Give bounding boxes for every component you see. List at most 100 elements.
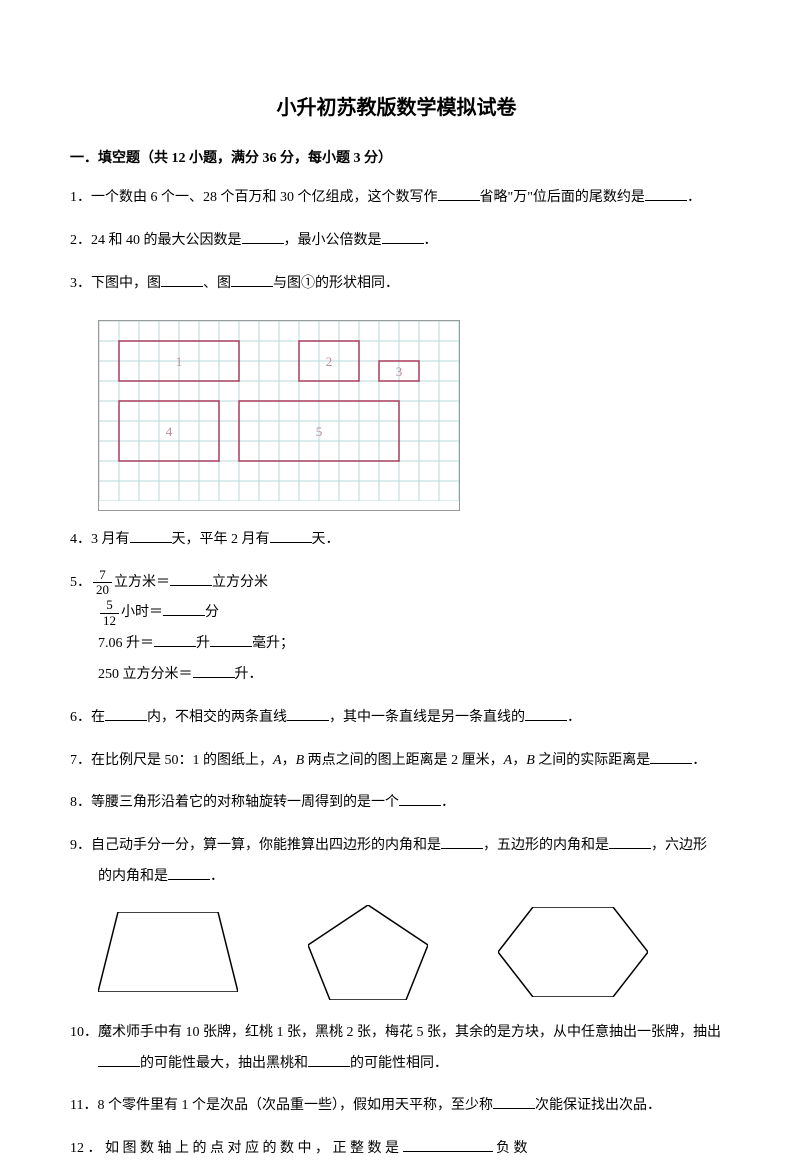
q4-text-a: 4．3 月有: [70, 532, 130, 547]
q5-frac2: 512: [100, 598, 119, 628]
q12-blank-1: [403, 1136, 493, 1152]
q5-l4-a: 250 立方分米＝: [98, 667, 193, 682]
q3-text-c: 与图①的形状相同．: [273, 276, 399, 291]
q7-i3: A: [504, 753, 513, 768]
q9-text-d: 的内角和是: [98, 869, 168, 884]
q7-c2: ，: [512, 753, 526, 768]
question-9: 9．自己动手分一分，算一算，你能推算出四边形的内角和是 ，五边形的内角和是 ，六边形…: [70, 831, 723, 893]
q11-text-b: 次能保证找出次品．: [535, 1098, 661, 1113]
q5-frac1: 720: [93, 568, 112, 598]
q7-text-a: 7．在比例尺是 50：1 的图纸上，: [70, 753, 273, 768]
q7-i2: B: [296, 753, 305, 768]
q6-text-a: 6．在: [70, 710, 105, 725]
question-8: 8．等腰三角形沿着它的对称轴旋转一周得到的是一个 ．: [70, 788, 723, 819]
q5-frac2-num: 5: [100, 598, 119, 613]
question-1: 1．一个数由 6 个一、28 个百万和 30 个亿组成，这个数写作 省略"万"位后…: [70, 183, 723, 214]
q6-blank-3: [525, 705, 567, 721]
q7-c1: ，: [282, 753, 296, 768]
svg-text:5: 5: [316, 424, 323, 439]
q5-l2-a: 小时＝: [121, 605, 163, 620]
q1-blank-1: [438, 185, 480, 201]
question-2: 2．24 和 40 的最大公因数是 ，最小公倍数是 ．: [70, 226, 723, 257]
q5-blank-5: [193, 662, 235, 678]
q5-l4-b: 升．: [235, 667, 263, 682]
q6-blank-2: [287, 705, 329, 721]
q8-blank-1: [399, 790, 441, 806]
section-header: 一．填空题（共 12 小题，满分 36 分，每小题 3 分）: [70, 146, 723, 171]
svg-text:1: 1: [176, 354, 183, 369]
q1-text-a: 1．一个数由 6 个一、28 个百万和 30 个亿组成，这个数写作: [70, 190, 438, 205]
pentagon-shape: [308, 905, 428, 1000]
grid-figure: 12345: [98, 320, 460, 511]
q9-text-a: 9．自己动手分一分，算一算，你能推算出四边形的内角和是: [70, 838, 441, 853]
q8-text-a: 8．等腰三角形沿着它的对称轴旋转一周得到的是一个: [70, 795, 399, 810]
q9-blank-2: [609, 833, 651, 849]
q5-l1-a: 5．: [70, 575, 91, 590]
q2-dot: ．: [424, 233, 438, 248]
q5-l1-c: 立方分米: [212, 575, 268, 590]
q2-text-a: 2．24 和 40 的最大公因数是: [70, 233, 242, 248]
question-10: 10．魔术师手中有 10 张牌，红桃 1 张，黑桃 2 张，梅花 5 张，其余的…: [70, 1018, 723, 1080]
q4-text-b: 天，平年 2 月有: [172, 532, 270, 547]
q5-blank-4: [210, 631, 252, 647]
question-12: 12 ． 如 图 数 轴 上 的 点 对 应 的 数 中 ， 正 整 数 是 负…: [70, 1134, 723, 1165]
svg-text:2: 2: [326, 354, 333, 369]
q9-dot: ．: [210, 869, 224, 884]
q11-text-a: 11．8 个零件里有 1 个是次品（次品重一些），假如用天平称，至少称: [70, 1098, 493, 1113]
question-7: 7．在比例尺是 50：1 的图纸上，A，B 两点之间的图上距离是 2 厘米，A，…: [70, 746, 723, 777]
q5-blank-3: [154, 631, 196, 647]
q9-blank-1: [441, 833, 483, 849]
q7-i4: B: [526, 753, 535, 768]
q12-text-b: 负 数: [496, 1141, 528, 1156]
q10-text-a: 10．魔术师手中有 10 张牌，红桃 1 张，黑桃 2 张，梅花 5 张，其余的…: [70, 1025, 721, 1040]
q6-dot: ．: [567, 710, 581, 725]
q2-blank-2: [382, 228, 424, 244]
q5-l2-b: 分: [205, 605, 219, 620]
shapes-row: [98, 905, 723, 1000]
hexagon-shape: [498, 907, 648, 997]
q3-blank-2: [231, 271, 273, 287]
q3-text-a: 3．下图中，图: [70, 276, 161, 291]
q7-blank-1: [650, 748, 692, 764]
question-11: 11．8 个零件里有 1 个是次品（次品重一些），假如用天平称，至少称 次能保证找…: [70, 1091, 723, 1122]
q5-l1-b: 立方米＝: [114, 575, 170, 590]
trapezoid-shape: [98, 912, 238, 992]
q5-frac1-den: 20: [93, 583, 112, 597]
q7-dot: ．: [692, 753, 706, 768]
q5-blank-2: [163, 600, 205, 616]
q12-text-a: 12 ． 如 图 数 轴 上 的 点 对 应 的 数 中 ， 正 整 数 是: [70, 1141, 399, 1156]
q9-text-c: ，六边形: [651, 838, 707, 853]
q10-blank-2: [308, 1051, 350, 1067]
q11-blank-1: [493, 1093, 535, 1109]
q6-text-b: 内，不相交的两条直线: [147, 710, 287, 725]
q7-text-c: 之间的实际距离是: [535, 753, 651, 768]
q4-blank-1: [130, 527, 172, 543]
q5-l3-b: 升: [196, 636, 210, 651]
q3-text-b: 、图: [203, 276, 231, 291]
q10-text-b: 的可能性最大，抽出黑桃和: [140, 1056, 308, 1071]
q5-l3-a: 7.06 升＝: [98, 636, 154, 651]
q10-blank-1: [98, 1051, 140, 1067]
q5-frac2-den: 12: [100, 614, 119, 628]
q8-dot: ．: [441, 795, 455, 810]
svg-text:3: 3: [396, 364, 403, 379]
exam-title: 小升初苏教版数学模拟试卷: [70, 90, 723, 126]
q1-text-b: 省略"万"位后面的尾数约是: [480, 190, 645, 205]
q4-blank-2: [270, 527, 312, 543]
grid-svg: 12345: [99, 321, 459, 501]
q10-text-c: 的可能性相同．: [350, 1056, 448, 1071]
question-6: 6．在 内，不相交的两条直线 ，其中一条直线是另一条直线的 ．: [70, 703, 723, 734]
q2-text-b: ，最小公倍数是: [284, 233, 382, 248]
q9-text-b: ，五边形的内角和是: [483, 838, 609, 853]
q1-blank-2: [645, 185, 687, 201]
q3-blank-1: [161, 271, 203, 287]
q9-blank-3: [168, 864, 210, 880]
question-3: 3．下图中，图 、图 与图①的形状相同．: [70, 269, 723, 300]
q7-text-b: 两点之间的图上距离是 2 厘米，: [304, 753, 504, 768]
q5-blank-1: [170, 570, 212, 586]
q7-i1: A: [273, 753, 282, 768]
q6-text-c: ，其中一条直线是另一条直线的: [329, 710, 525, 725]
q1-dot: ．: [687, 190, 701, 205]
q5-frac1-num: 7: [93, 568, 112, 583]
question-4: 4．3 月有天，平年 2 月有天．: [70, 525, 723, 556]
